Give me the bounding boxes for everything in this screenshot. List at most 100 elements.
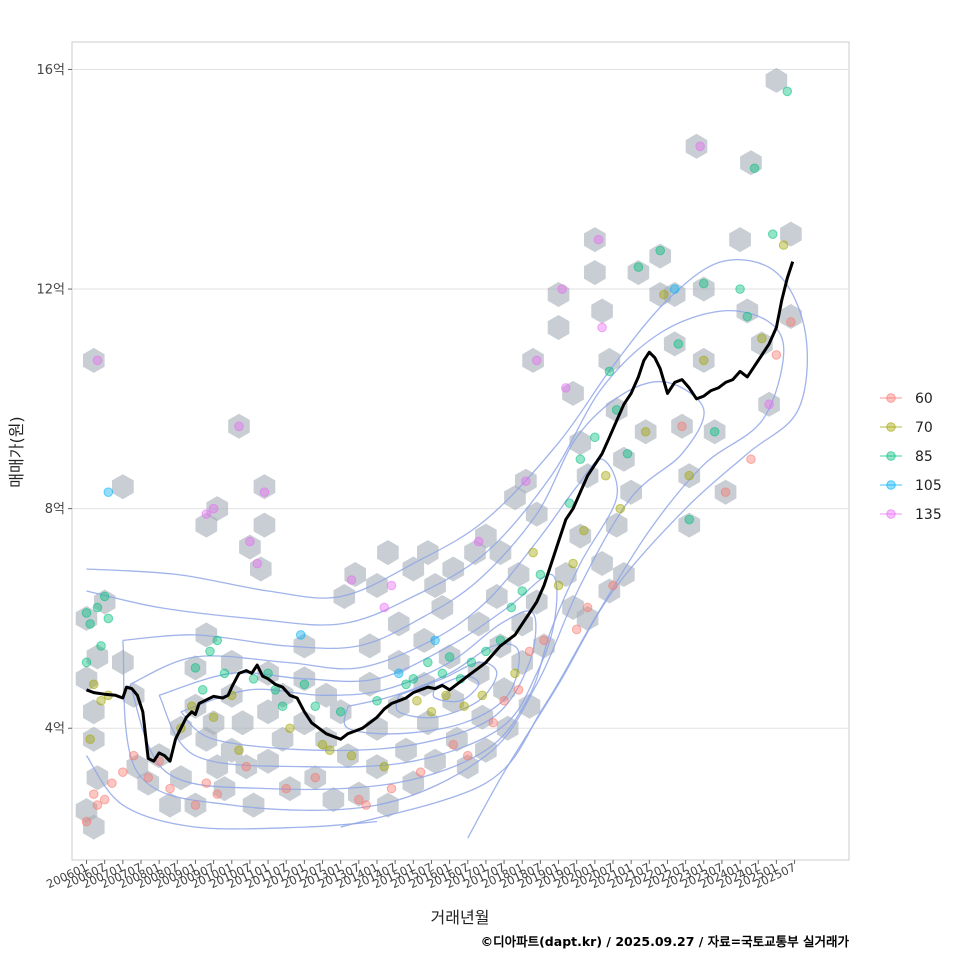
data-point (92, 602, 103, 613)
data-point (633, 262, 644, 272)
data-point (441, 690, 451, 701)
data-point (506, 602, 517, 613)
hex-bin (86, 644, 109, 670)
data-point (568, 558, 578, 569)
x-axis-title: 거래년월 (431, 908, 490, 927)
hex-bin (714, 479, 737, 505)
data-point (640, 426, 651, 437)
hex-bin (584, 260, 606, 286)
data-point (285, 723, 295, 734)
hex-bin (366, 573, 388, 598)
hex-bin (83, 347, 105, 373)
data-point (96, 695, 106, 706)
hex-bin (239, 534, 261, 560)
hex-bin (231, 710, 254, 736)
hex-bin (195, 512, 218, 538)
data-point (324, 745, 335, 756)
hex-bin (692, 276, 715, 302)
hex-bin (467, 660, 490, 686)
hex-bin (649, 243, 671, 269)
median-price-line (85, 261, 795, 763)
data-point (386, 580, 397, 591)
data-point (698, 278, 709, 289)
data-point (92, 355, 103, 366)
hex-bin (456, 754, 479, 780)
data-point (379, 602, 390, 613)
data-point (103, 487, 114, 497)
hex-bin (220, 682, 243, 708)
data-point (85, 619, 95, 629)
hex-bin (388, 649, 410, 675)
data-point (393, 668, 404, 679)
hex-bin (337, 743, 359, 769)
y-tick-label: 4억 (45, 722, 65, 737)
data-point (600, 470, 611, 481)
legend-label: 105 (915, 478, 942, 494)
hex-bin (780, 221, 802, 247)
density-contour (86, 310, 785, 828)
data-point (187, 701, 197, 712)
hex-bin (663, 331, 686, 357)
data-point (448, 739, 459, 750)
hex-bin (304, 765, 327, 791)
data-point (564, 498, 575, 508)
hex-bin (250, 556, 272, 582)
data-point (673, 339, 684, 349)
data-point (379, 761, 390, 772)
data-point (208, 712, 219, 723)
data-point (735, 284, 745, 294)
data-point (197, 685, 208, 695)
hex-bin (634, 419, 657, 445)
hex-bin (620, 479, 642, 505)
hex-bin (547, 282, 570, 307)
data-point (107, 778, 117, 788)
data-point (575, 454, 586, 465)
density-contour (158, 573, 558, 768)
data-point (615, 503, 626, 514)
data-point (430, 635, 440, 646)
data-point (535, 569, 546, 580)
data-point (245, 536, 255, 547)
hex-bin (83, 699, 105, 725)
hex-bin (235, 754, 258, 780)
hex-bin (257, 748, 279, 774)
hex-bin (489, 540, 512, 566)
data-point (746, 454, 756, 465)
data-point (521, 476, 531, 486)
hex-bin (195, 622, 218, 648)
data-point (201, 778, 212, 788)
data-point (709, 426, 720, 437)
data-point (571, 624, 582, 635)
data-point (560, 383, 571, 393)
legend-label: 60 (915, 391, 933, 407)
data-point (557, 284, 567, 294)
hex-bin (388, 611, 410, 637)
hex-bin (377, 540, 399, 566)
hex-bin (533, 633, 555, 659)
data-point (622, 448, 633, 459)
hex-bin (333, 584, 356, 609)
data-point (88, 679, 99, 690)
data-point (118, 767, 128, 777)
data-point (684, 470, 695, 481)
y-tick-label: 8억 (45, 502, 65, 517)
hex-bin (257, 660, 279, 686)
hex-bin (293, 633, 316, 659)
hex-bin (417, 710, 439, 736)
hex-bin (329, 699, 352, 725)
data-point (299, 679, 310, 690)
hex-bin (555, 562, 577, 587)
hex-bin (496, 715, 519, 741)
data-point (165, 783, 175, 794)
data-point (510, 668, 520, 679)
caption: ©디아파트(dapt.kr) / 2025.09.27 / 자료=국토교통부 실… (481, 934, 850, 949)
hex-bin (758, 391, 780, 417)
data-point (386, 783, 397, 794)
hex-bin (442, 688, 465, 714)
data-point (205, 646, 215, 657)
hex-bin (242, 792, 265, 818)
data-point (92, 800, 103, 810)
data-point (579, 525, 589, 536)
hex-bin (591, 551, 613, 576)
data-point (81, 657, 92, 668)
